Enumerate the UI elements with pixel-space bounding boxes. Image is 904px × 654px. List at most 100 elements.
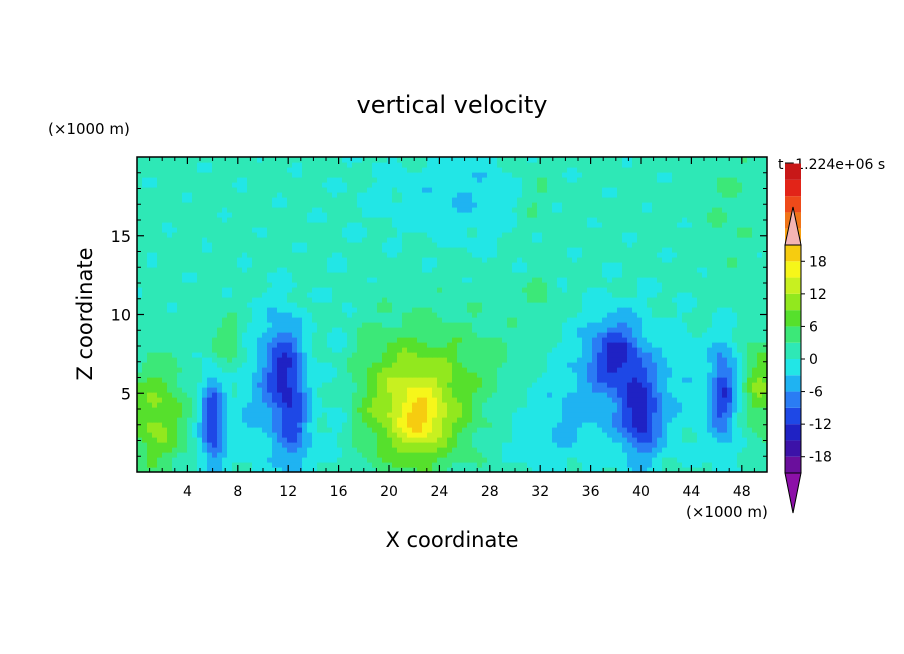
contour-cell <box>742 352 748 358</box>
contour-cell <box>262 442 268 448</box>
contour-cell <box>292 347 298 353</box>
contour-cell <box>302 402 308 408</box>
contour-cell <box>202 382 208 388</box>
contour-cell <box>282 452 288 458</box>
contour-cell <box>482 427 488 433</box>
contour-cell <box>492 327 498 333</box>
contour-cell <box>237 307 243 313</box>
contour-cell <box>452 317 458 323</box>
contour-cell <box>322 402 328 408</box>
contour-cell <box>177 452 183 458</box>
contour-cell <box>512 407 518 413</box>
contour-cell <box>407 317 413 323</box>
contour-cell <box>182 342 188 348</box>
contour-cell <box>377 452 383 458</box>
contour-cell <box>597 347 603 353</box>
contour-cell <box>507 392 513 398</box>
contour-cell <box>202 332 208 338</box>
contour-cell <box>762 457 767 463</box>
contour-cell <box>347 462 353 468</box>
contour-cell <box>137 442 143 448</box>
contour-cell <box>577 402 583 408</box>
contour-cell <box>467 427 473 433</box>
contour-cell <box>207 422 213 428</box>
contour-cell <box>707 377 713 383</box>
contour-cell <box>402 442 408 448</box>
contour-cell <box>487 437 493 443</box>
contour-cell <box>197 337 203 343</box>
contour-cell <box>162 332 168 338</box>
contour-cell <box>267 437 273 443</box>
contour-cell <box>427 387 433 393</box>
contour-cell <box>432 412 438 418</box>
contour-cell <box>682 372 688 378</box>
contour-cell <box>567 387 573 393</box>
contour-cell <box>162 432 168 438</box>
contour-cell <box>237 387 243 393</box>
contour-cell <box>167 347 173 353</box>
contour-cell <box>627 282 633 288</box>
contour-cell <box>307 417 313 423</box>
contour-cell <box>737 352 743 358</box>
contour-cell <box>377 412 383 418</box>
contour-cell <box>247 287 253 293</box>
contour-cell <box>362 467 368 472</box>
contour-cell <box>197 302 203 308</box>
contour-cell <box>137 277 143 283</box>
contour-cell <box>602 452 608 458</box>
contour-cell <box>372 422 378 428</box>
contour-cell <box>357 452 363 458</box>
contour-cell <box>602 322 608 328</box>
contour-cell <box>522 287 528 293</box>
contour-cell <box>277 282 283 288</box>
contour-cell <box>352 352 358 358</box>
contour-cell <box>482 302 488 308</box>
contour-cell <box>517 332 523 338</box>
contour-cell <box>452 382 458 388</box>
contour-cell <box>447 462 453 468</box>
contour-cell <box>487 422 493 428</box>
contour-cell <box>387 397 393 403</box>
contour-cell <box>587 377 593 383</box>
contour-cell <box>597 292 603 298</box>
contour-cell <box>212 452 218 458</box>
contour-cell <box>442 392 448 398</box>
contour-cell <box>632 382 638 388</box>
contour-cell <box>752 322 758 328</box>
contour-cell <box>532 272 538 278</box>
contour-cell <box>712 327 718 333</box>
contour-cell <box>307 302 313 308</box>
contour-cell <box>482 457 488 463</box>
contour-cell <box>662 427 668 433</box>
contour-cell <box>157 292 163 298</box>
contour-cell <box>732 287 738 293</box>
contour-cell <box>232 447 238 453</box>
contour-cell <box>207 332 213 338</box>
contour-cell <box>472 277 478 283</box>
contour-cell <box>612 382 618 388</box>
contour-cell <box>627 332 633 338</box>
contour-cell <box>587 327 593 333</box>
contour-cell <box>417 377 423 383</box>
contour-cell <box>157 387 163 393</box>
contour-cell <box>192 387 198 393</box>
contour-cell <box>692 302 698 308</box>
contour-cell <box>462 432 468 438</box>
contour-cell <box>477 312 483 318</box>
contour-cell <box>157 362 163 368</box>
contour-cell <box>357 292 363 298</box>
contour-cell <box>227 432 233 438</box>
contour-cell <box>162 457 168 463</box>
contour-cell <box>597 377 603 383</box>
contour-cell <box>297 432 303 438</box>
contour-cell <box>577 377 583 383</box>
contour-cell <box>662 307 668 313</box>
contour-cell <box>412 312 418 318</box>
contour-cell <box>417 402 423 408</box>
contour-cell <box>672 352 678 358</box>
contour-cell <box>222 292 228 298</box>
contour-cell <box>722 377 728 383</box>
contour-cell <box>752 387 758 393</box>
contour-cell <box>217 457 223 463</box>
contour-cell <box>262 402 268 408</box>
